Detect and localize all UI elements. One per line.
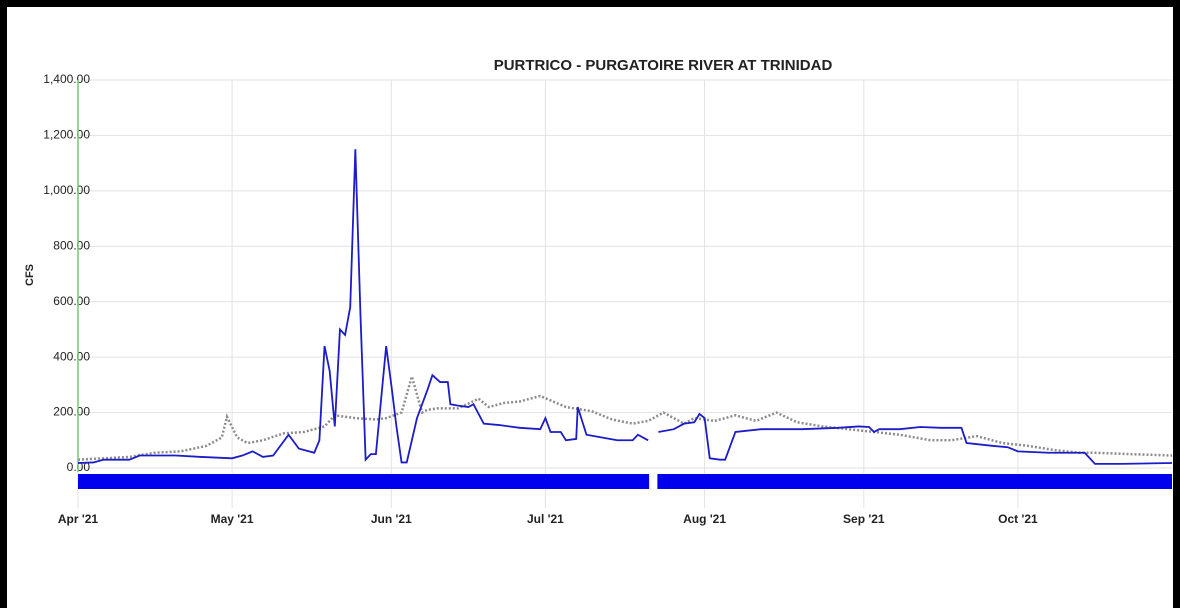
availability-band <box>657 474 1172 489</box>
y-tick-label: 800.00 <box>53 238 90 252</box>
x-tick-label: Sep '21 <box>843 512 885 526</box>
y-tick-label: 1,000.00 <box>43 183 90 197</box>
y-tick-label: 1,400.00 <box>43 72 90 86</box>
x-tick-label: Jul '21 <box>527 512 564 526</box>
x-tick-label: May '21 <box>211 512 254 526</box>
x-tick-label: Aug '21 <box>683 512 726 526</box>
data-line <box>77 149 649 464</box>
chart-title: PURTRICO - PURGATOIRE RIVER AT TRINIDAD <box>494 57 833 74</box>
y-tick-label: 600.00 <box>53 294 90 308</box>
x-tick-label: Oct '21 <box>998 512 1038 526</box>
y-axis-label: CFS <box>24 264 36 286</box>
availability-band <box>78 474 650 489</box>
y-tick-label: 1,200.00 <box>43 128 90 142</box>
y-tick-label: 200.00 <box>53 405 90 419</box>
x-tick-label: Apr '21 <box>58 512 99 526</box>
data-line <box>658 412 1173 465</box>
x-tick-label: Jun '21 <box>371 512 412 526</box>
y-tick-label: 400.00 <box>53 349 90 363</box>
